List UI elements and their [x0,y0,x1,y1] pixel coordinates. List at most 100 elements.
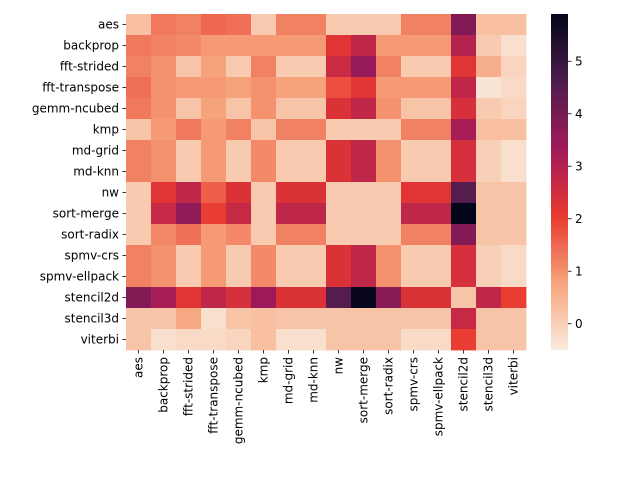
heatmap-cell-backprop-spmv-ellpack [426,35,452,57]
column-label-md-grid: md-grid [282,357,296,404]
row-label-nw: nw [102,186,120,200]
heatmap-cell-stencil3d-spmv-ellpack [426,308,452,330]
heatmap-cell-sort-merge-spmv-crs [401,203,427,225]
heatmap-cell-gemm-ncubed-fft-transpose [201,98,227,120]
row-label-kmp: kmp [93,123,119,137]
heatmap-cell-md-knn-md-grid [276,161,302,183]
heatmap-cell-gemm-ncubed-fft-strided [176,98,202,120]
heatmap-cell-md-grid-spmv-crs [401,140,427,162]
row-label-gemm-ncubed: gemm-ncubed [32,102,119,116]
heatmap-cell-gemm-ncubed-md-knn [301,98,327,120]
heatmap-cell-viterbi-backprop [151,329,177,351]
heatmap-cell-sort-merge-kmp [251,203,277,225]
heatmap-cell-nw-aes [126,182,152,204]
row-label-stencil2d: stencil2d [65,291,119,305]
heatmap-cell-spmv-ellpack-md-knn [301,266,327,288]
heatmap-cell-sort-radix-spmv-ellpack [426,224,452,246]
column-label-kmp: kmp [257,357,271,383]
heatmap-cell-aes-md-knn [301,14,327,36]
heatmap-cell-stencil2d-viterbi [501,287,527,309]
column-label-md-knn: md-knn [307,357,321,403]
heatmap-cell-aes-gemm-ncubed [226,14,252,36]
row-label-sort-merge: sort-merge [53,207,119,221]
heatmap-cell-fft-strided-sort-radix [376,56,402,78]
heatmap-cell-nw-sort-merge [351,182,377,204]
heatmap-cell-kmp-nw [326,119,352,141]
heatmap-cell-viterbi-sort-merge [351,329,377,351]
heatmap-cell-stencil3d-gemm-ncubed [226,308,252,330]
heatmap-cell-fft-transpose-md-grid [276,77,302,99]
heatmap-cell-stencil3d-backprop [151,308,177,330]
heatmap-cell-stencil2d-spmv-ellpack [426,287,452,309]
heatmap-cell-kmp-stencil3d [476,119,502,141]
column-label-spmv-crs: spmv-crs [407,357,421,411]
heatmap-cell-stencil2d-fft-transpose [201,287,227,309]
heatmap-cell-fft-strided-stencil2d [451,56,477,78]
heatmap-cell-spmv-ellpack-backprop [151,266,177,288]
heatmap-cell-backprop-aes [126,35,152,57]
column-label-fft-strided: fft-strided [182,357,196,416]
heatmap-cell-spmv-ellpack-sort-radix [376,266,402,288]
heatmap-cell-fft-transpose-spmv-ellpack [426,77,452,99]
heatmap-cell-nw-fft-transpose [201,182,227,204]
heatmap-cell-nw-spmv-crs [401,182,427,204]
heatmap-cell-sort-merge-md-knn [301,203,327,225]
heatmap-cell-backprop-spmv-crs [401,35,427,57]
heatmap-cell-fft-strided-spmv-ellpack [426,56,452,78]
heatmap-cell-viterbi-spmv-crs [401,329,427,351]
heatmap-cell-kmp-stencil2d [451,119,477,141]
heatmap-cell-spmv-ellpack-spmv-crs [401,266,427,288]
heatmap-cell-sort-radix-kmp [251,224,277,246]
heatmap-cell-gemm-ncubed-md-grid [276,98,302,120]
heatmap-cell-viterbi-md-knn [301,329,327,351]
heatmap-cell-sort-merge-stencil3d [476,203,502,225]
heatmap-cell-aes-nw [326,14,352,36]
heatmap-cell-spmv-crs-stencil3d [476,245,502,267]
heatmap-cell-spmv-ellpack-nw [326,266,352,288]
heatmap-cell-spmv-ellpack-gemm-ncubed [226,266,252,288]
heatmap-cell-stencil3d-sort-merge [351,308,377,330]
heatmap-cell-fft-strided-aes [126,56,152,78]
heatmap-cell-stencil3d-fft-strided [176,308,202,330]
heatmap-cell-stencil2d-kmp [251,287,277,309]
heatmap-cell-aes-md-grid [276,14,302,36]
heatmap-cell-viterbi-aes [126,329,152,351]
colorbar-tick-label: 3 [575,159,583,173]
heatmap-cell-nw-md-grid [276,182,302,204]
heatmap-cell-fft-transpose-gemm-ncubed [226,77,252,99]
heatmap-cell-spmv-ellpack-viterbi [501,266,527,288]
heatmap-cell-gemm-ncubed-sort-merge [351,98,377,120]
heatmap-cell-aes-aes [126,14,152,36]
heatmap-cell-spmv-ellpack-aes [126,266,152,288]
heatmap-cell-fft-strided-stencil3d [476,56,502,78]
colorbar-tick-label: 0 [575,317,583,331]
heatmap-cell-kmp-gemm-ncubed [226,119,252,141]
heatmap-cell-spmv-ellpack-fft-strided [176,266,202,288]
heatmap-cell-nw-kmp [251,182,277,204]
heatmap-cell-stencil2d-backprop [151,287,177,309]
heatmap-cell-backprop-sort-radix [376,35,402,57]
colorbar-tick-label: 5 [575,54,583,68]
heatmap-cell-backprop-viterbi [501,35,527,57]
heatmap-cell-md-knn-sort-merge [351,161,377,183]
heatmap-cell-stencil3d-kmp [251,308,277,330]
heatmap-cell-spmv-ellpack-md-grid [276,266,302,288]
heatmap-cell-sort-radix-nw [326,224,352,246]
heatmap-cell-md-knn-spmv-ellpack [426,161,452,183]
heatmap-cell-backprop-md-grid [276,35,302,57]
heatmap-cell-stencil3d-spmv-crs [401,308,427,330]
heatmap-cell-sort-merge-nw [326,203,352,225]
heatmap-cell-spmv-ellpack-stencil3d [476,266,502,288]
heatmap-cell-kmp-spmv-crs [401,119,427,141]
colorbar-tick-label: 1 [575,264,583,278]
heatmap-cell-sort-radix-aes [126,224,152,246]
heatmap-cell-md-grid-sort-merge [351,140,377,162]
heatmap-cell-nw-viterbi [501,182,527,204]
heatmap-cell-fft-transpose-spmv-crs [401,77,427,99]
heatmap-cell-kmp-fft-transpose [201,119,227,141]
heatmap-cell-aes-fft-strided [176,14,202,36]
heatmap-cell-stencil2d-fft-strided [176,287,202,309]
column-label-stencil2d: stencil2d [457,357,471,411]
heatmap-cell-stencil2d-sort-merge [351,287,377,309]
heatmap-cell-stencil2d-md-knn [301,287,327,309]
